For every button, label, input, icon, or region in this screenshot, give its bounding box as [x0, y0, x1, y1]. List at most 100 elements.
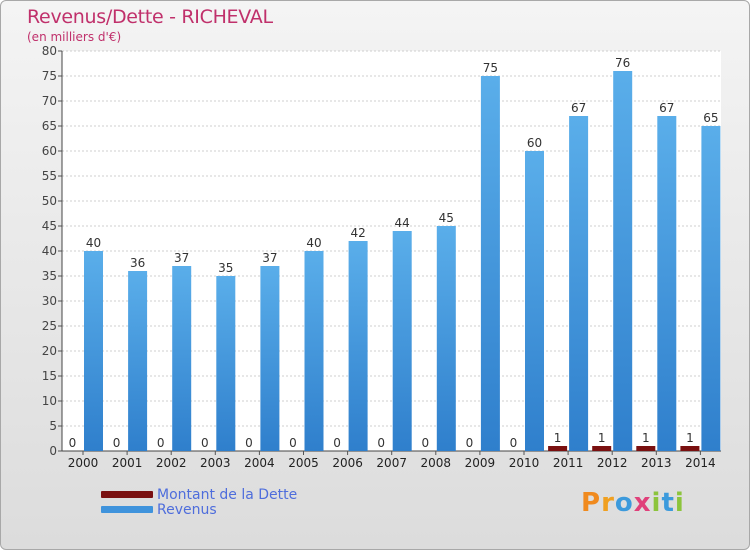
- y-tick-label-35: 35: [42, 269, 57, 283]
- x-tick-label-2007: 2007: [376, 456, 407, 470]
- y-tick-label-30: 30: [42, 294, 57, 308]
- x-tick-label-2012: 2012: [597, 456, 628, 470]
- debt-label-2013: 1: [642, 431, 650, 445]
- x-tick-label-2008: 2008: [421, 456, 452, 470]
- debt-label-2002: 0: [157, 436, 165, 450]
- logo-letter-1: r: [601, 488, 615, 518]
- revenue-bar-2002: [172, 266, 192, 451]
- revenue-bar-2012: [613, 71, 633, 451]
- x-tick-label-2000: 2000: [68, 456, 99, 470]
- debt-bar-2012: [592, 446, 612, 451]
- revenue-label-2003: 35: [218, 261, 233, 275]
- x-tick-label-2003: 2003: [200, 456, 231, 470]
- y-tick-label-60: 60: [42, 144, 57, 158]
- debt-bar-2013: [636, 446, 656, 451]
- revenue-label-2009: 75: [483, 61, 498, 75]
- x-tick-label-2010: 2010: [509, 456, 540, 470]
- revenue-label-2014: 65: [703, 111, 718, 125]
- revenue-bar-2003: [216, 276, 236, 451]
- debt-label-2004: 0: [245, 436, 253, 450]
- y-tick-label-10: 10: [42, 394, 57, 408]
- revenue-bar-2004: [260, 266, 280, 451]
- revenue-label-2007: 44: [395, 216, 410, 230]
- debt-label-2007: 0: [377, 436, 385, 450]
- y-tick-label-65: 65: [42, 119, 57, 133]
- x-tick-label-2014: 2014: [685, 456, 716, 470]
- debt-bar-2011: [548, 446, 568, 451]
- y-tick-label-5: 5: [49, 419, 57, 433]
- logo-letter-3: x: [633, 488, 652, 518]
- debt-label-2008: 0: [421, 436, 429, 450]
- logo-letter-2: o: [614, 488, 634, 518]
- revenue-bar-2006: [348, 241, 368, 451]
- legend-swatch-debt: [101, 491, 153, 498]
- debt-label-2010: 0: [510, 436, 518, 450]
- revenue-label-2006: 42: [350, 226, 365, 240]
- y-tick-label-20: 20: [42, 344, 57, 358]
- chart-subtitle: (en milliers d'€): [27, 30, 122, 44]
- revenue-bar-2011: [569, 116, 589, 451]
- legend-item-revenue: Revenus: [101, 501, 297, 518]
- logo-letter-5: t: [661, 488, 675, 518]
- logo-letter-0: P: [581, 488, 602, 518]
- y-tick-label-50: 50: [42, 194, 57, 208]
- revenue-bar-2001: [128, 271, 148, 451]
- y-tick-label-25: 25: [42, 319, 57, 333]
- revenue-label-2011: 67: [571, 101, 586, 115]
- x-tick-label-2004: 2004: [244, 456, 275, 470]
- x-tick-label-2002: 2002: [156, 456, 187, 470]
- x-tick-label-2001: 2001: [112, 456, 143, 470]
- y-tick-label-80: 80: [42, 44, 57, 58]
- revenue-label-2008: 45: [439, 211, 454, 225]
- legend-item-debt: Montant de la Dette: [101, 486, 298, 503]
- revenue-bar-2007: [392, 231, 412, 451]
- x-tick-label-2009: 2009: [465, 456, 496, 470]
- y-tick-label-45: 45: [42, 219, 57, 233]
- proxiti-logo: Proxiti: [581, 488, 685, 518]
- revenue-bar-2013: [657, 116, 677, 451]
- revenue-label-2002: 37: [174, 251, 189, 265]
- debt-label-2001: 0: [113, 436, 121, 450]
- chart-title: Revenus/Dette - RICHEVAL: [27, 6, 273, 28]
- y-tick-label-70: 70: [42, 94, 57, 108]
- x-tick-label-2006: 2006: [332, 456, 363, 470]
- debt-bar-2014: [680, 446, 700, 451]
- x-tick-label-2011: 2011: [553, 456, 584, 470]
- debt-label-2000: 0: [69, 436, 77, 450]
- x-tick-label-2005: 2005: [288, 456, 319, 470]
- revenue-bar-2005: [304, 251, 324, 451]
- logo-letter-6: i: [674, 488, 685, 518]
- debt-label-2009: 0: [466, 436, 474, 450]
- revenue-bar-2008: [436, 226, 456, 451]
- revenue-label-2012: 76: [615, 56, 630, 70]
- legend-label-debt: Montant de la Dette: [157, 486, 298, 503]
- revenue-label-2013: 67: [659, 101, 674, 115]
- revenue-label-2000: 40: [86, 236, 101, 250]
- revenue-label-2004: 37: [262, 251, 277, 265]
- legend: Montant de la Dette Revenus: [101, 486, 298, 518]
- legend-swatch-revenue: [101, 506, 153, 513]
- legend-label-revenue: Revenus: [157, 501, 217, 518]
- debt-label-2005: 0: [289, 436, 297, 450]
- debt-label-2012: 1: [598, 431, 606, 445]
- debt-label-2014: 1: [686, 431, 694, 445]
- y-tick-label-15: 15: [42, 369, 57, 383]
- revenue-bar-2009: [480, 76, 500, 451]
- revenue-label-2005: 40: [306, 236, 321, 250]
- y-tick-label-75: 75: [42, 69, 57, 83]
- revenue-label-2010: 60: [527, 136, 542, 150]
- revenue-bar-2014: [701, 126, 721, 451]
- revenue-bar-2010: [525, 151, 544, 451]
- debt-label-2003: 0: [201, 436, 209, 450]
- y-tick-label-0: 0: [49, 444, 57, 458]
- logo-letter-4: i: [651, 488, 662, 518]
- y-tick-label-55: 55: [42, 169, 57, 183]
- debt-label-2011: 1: [554, 431, 562, 445]
- x-tick-label-2013: 2013: [641, 456, 672, 470]
- y-tick-label-40: 40: [42, 244, 57, 258]
- revenue-bar-2000: [84, 251, 103, 451]
- revenue-label-2001: 36: [130, 256, 145, 270]
- debt-label-2006: 0: [333, 436, 341, 450]
